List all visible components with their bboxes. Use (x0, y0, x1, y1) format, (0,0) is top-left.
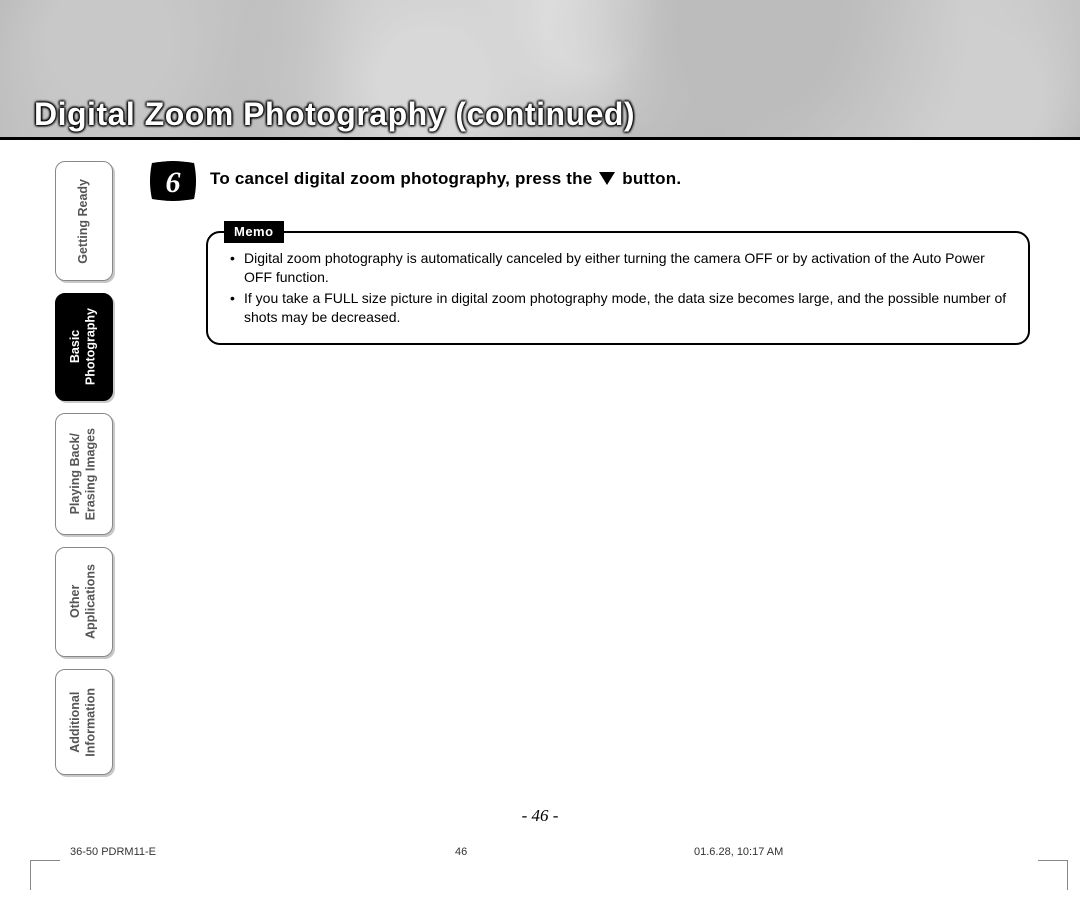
section-tab-3[interactable]: Other Applications (55, 547, 113, 657)
step-row: 6 To cancel digital zoom photography, pr… (150, 161, 1030, 201)
footer-right: 01.6.28, 10:17 AM (694, 846, 783, 858)
step-text-before: To cancel digital zoom photography, pres… (210, 169, 597, 188)
section-tab-2[interactable]: Playing Back/ Erasing Images (55, 413, 113, 535)
memo-item: If you take a FULL size picture in digit… (230, 289, 1010, 327)
section-tab-label: Other Applications (68, 552, 99, 651)
footer: 36-50 PDRM11-E 46 01.6.28, 10:17 AM (70, 846, 1040, 858)
section-tab-label: Basic Photography (68, 296, 99, 397)
footer-left: 36-50 PDRM11-E (70, 846, 156, 858)
section-tab-label: Playing Back/ Erasing Images (68, 416, 99, 532)
svg-text:6: 6 (166, 166, 181, 199)
content-area: 6 To cancel digital zoom photography, pr… (150, 161, 1030, 345)
header-banner: Digital Zoom Photography (continued) (0, 0, 1080, 140)
footer-center: 46 (455, 846, 467, 858)
page-body: Getting Ready Basic Photography Playing Ba… (0, 143, 1080, 830)
page-number: - 46 - (0, 806, 1080, 826)
down-triangle-icon (599, 172, 615, 185)
section-tab-4[interactable]: Additional Information (55, 669, 113, 775)
page-title: Digital Zoom Photography (continued) (34, 96, 635, 133)
crop-mark-bl (30, 860, 60, 890)
section-tabs: Getting Ready Basic Photography Playing Ba… (55, 161, 127, 787)
memo-tag: Memo (224, 221, 284, 243)
section-tab-label: Getting Ready (76, 167, 92, 276)
section-tab-0[interactable]: Getting Ready (55, 161, 113, 281)
memo-item: Digital zoom photography is automaticall… (230, 249, 1010, 287)
step-text-after: button. (617, 169, 681, 188)
memo-box: Memo Digital zoom photography is automat… (206, 231, 1030, 345)
section-tab-1[interactable]: Basic Photography (55, 293, 113, 401)
step-instruction: To cancel digital zoom photography, pres… (210, 161, 681, 189)
crop-mark-br (1038, 860, 1068, 890)
section-tab-label: Additional Information (68, 676, 99, 769)
step-number-badge: 6 (150, 161, 196, 201)
memo-list: Digital zoom photography is automaticall… (226, 249, 1010, 327)
